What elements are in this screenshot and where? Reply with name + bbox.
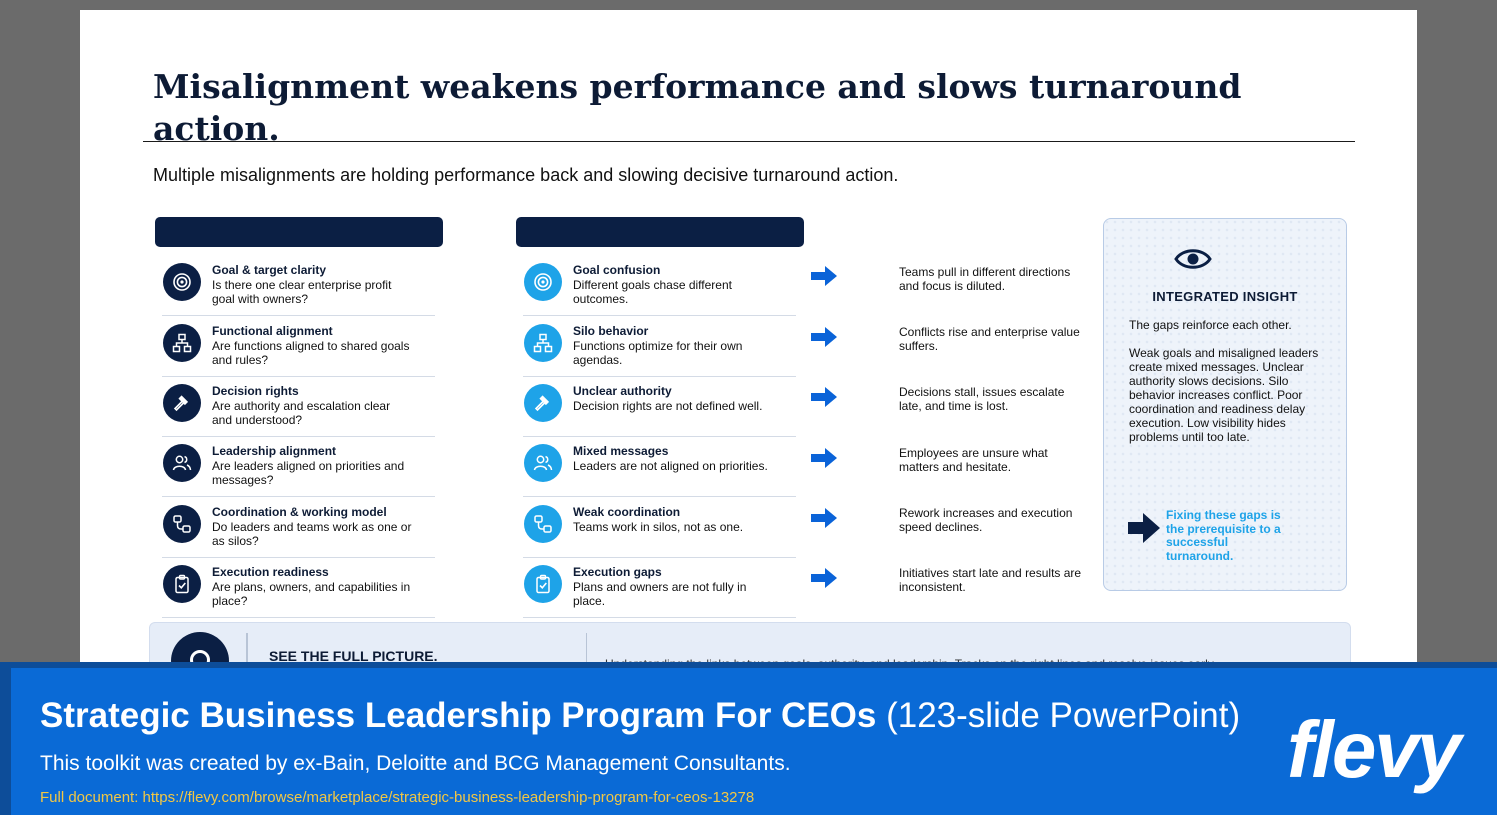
symptom-row: Mixed messages Leaders are not aligned on… (523, 437, 796, 497)
integrated-insight-panel: INTEGRATED INSIGHT The gaps reinforce ea… (1103, 218, 1347, 591)
clipboard-check-icon (163, 565, 201, 603)
row-description: Plans and owners are not fully in place. (573, 580, 747, 608)
row-description: Are functions aligned to shared goals an… (212, 339, 410, 367)
driver-row: Decision rights Are authority and escalat… (162, 377, 435, 437)
insight-lead: The gaps reinforce each other. (1129, 318, 1292, 332)
row-title: Mixed messages (573, 444, 669, 458)
insight-body: Weak goals and misaligned leaders create… (1129, 346, 1319, 444)
arrow-right-icon (811, 266, 837, 286)
arrow-right-icon (811, 387, 837, 407)
row-title: Weak coordination (573, 505, 681, 519)
impact-text: Teams pull in different directions and f… (899, 265, 1071, 293)
target-icon (524, 263, 562, 301)
org-chart-icon (524, 324, 562, 362)
driver-row: Goal & target clarity Is there one clear … (162, 256, 435, 316)
insight-call-to-action: Fixing these gaps is the prerequisite to… (1166, 508, 1281, 563)
document-title-detail: (123-slide PowerPoint) (876, 696, 1241, 735)
arrow-right-icon (811, 568, 837, 588)
arrow-right-icon (811, 508, 837, 528)
arrow-right-icon (1128, 513, 1160, 543)
row-description: Are authority and escalation clear and u… (212, 399, 391, 427)
symptom-row: Execution gaps Plans and owners are not f… (523, 558, 796, 618)
flevy-logo: flevy (1287, 705, 1461, 794)
driver-row: Functional alignment Are functions aligne… (162, 317, 435, 377)
row-title: Functional alignment (212, 324, 333, 338)
row-title: Unclear authority (573, 384, 672, 398)
promo-footer-panel: Strategic Business Leadership Program Fo… (11, 668, 1497, 815)
row-title: Leadership alignment (212, 444, 337, 458)
row-description: Are leaders aligned on priorities and me… (212, 459, 405, 487)
band-divider (246, 633, 248, 670)
eye-icon (1174, 249, 1212, 269)
document-title: Strategic Business Leadership Program Fo… (40, 696, 1240, 736)
row-description: Are plans, owners, and capabilities in p… (212, 580, 411, 608)
people-icon (524, 444, 562, 482)
document-subtitle: This toolkit was created by ex-Bain, Del… (40, 752, 791, 775)
symptom-row: Weak coordination Teams work in silos, no… (523, 498, 796, 558)
band-divider (586, 633, 587, 670)
symptom-row: Goal confusion Different goals chase diff… (523, 256, 796, 316)
driver-row: Coordination & working model Do leaders a… (162, 498, 435, 558)
symptoms-column-header (516, 217, 804, 247)
row-description: Functions optimize for their own agendas… (573, 339, 743, 367)
driver-row: Leadership alignment Are leaders aligned … (162, 437, 435, 497)
gavel-icon (524, 384, 562, 422)
driver-row: Execution readiness Are plans, owners, an… (162, 558, 435, 618)
row-title: Silo behavior (573, 324, 649, 338)
impact-text: Decisions stall, issues escalate late, a… (899, 385, 1065, 413)
insight-heading: INTEGRATED INSIGHT (1152, 289, 1298, 304)
impact-text: Conflicts rise and enterprise value suff… (899, 325, 1080, 353)
page-title: Misalignment weakens performance and slo… (153, 67, 1242, 148)
row-title: Coordination & working model (212, 505, 387, 519)
row-description: Do leaders and teams work as one or as s… (212, 520, 412, 548)
band-title: SEE THE FULL PICTURE. (269, 648, 438, 664)
target-icon (163, 263, 201, 301)
page-subtitle: Multiple misalignments are holding perfo… (153, 165, 899, 185)
workflow-icon (163, 505, 201, 543)
row-title: Decision rights (212, 384, 299, 398)
impact-text: Rework increases and execution speed dec… (899, 506, 1073, 534)
workflow-icon (524, 505, 562, 543)
row-description: Leaders are not aligned on priorities. (573, 459, 768, 473)
title-divider (143, 141, 1355, 142)
drivers-column-header (155, 217, 443, 247)
org-chart-icon (163, 324, 201, 362)
row-description: Is there one clear enterprise profit goa… (212, 278, 392, 306)
row-description: Teams work in silos, not as one. (573, 520, 744, 534)
symptom-row: Unclear authority Decision rights are not… (523, 377, 796, 437)
document-link[interactable]: Full document: https://flevy.com/browse/… (40, 789, 755, 806)
gavel-icon (163, 384, 201, 422)
clipboard-check-icon (524, 565, 562, 603)
row-title: Goal confusion (573, 263, 661, 277)
document-title-main: Strategic Business Leadership Program Fo… (40, 696, 877, 735)
row-description: Different goals chase different outcomes… (573, 278, 732, 306)
row-title: Execution gaps (573, 565, 662, 579)
people-icon (163, 444, 201, 482)
arrow-right-icon (811, 448, 837, 468)
impact-text: Initiatives start late and results are i… (899, 566, 1082, 594)
row-title: Goal & target clarity (212, 263, 327, 277)
row-title: Execution readiness (212, 565, 329, 579)
symptom-row: Silo behavior Functions optimize for thei… (523, 317, 796, 377)
arrow-right-icon (811, 327, 837, 347)
promo-footer: Strategic Business Leadership Program Fo… (0, 662, 1497, 815)
impact-text: Employees are unsure what matters and he… (899, 446, 1048, 474)
row-description: Decision rights are not defined well. (573, 399, 763, 413)
slide: Misalignment weakens performance and slo… (80, 10, 1417, 670)
